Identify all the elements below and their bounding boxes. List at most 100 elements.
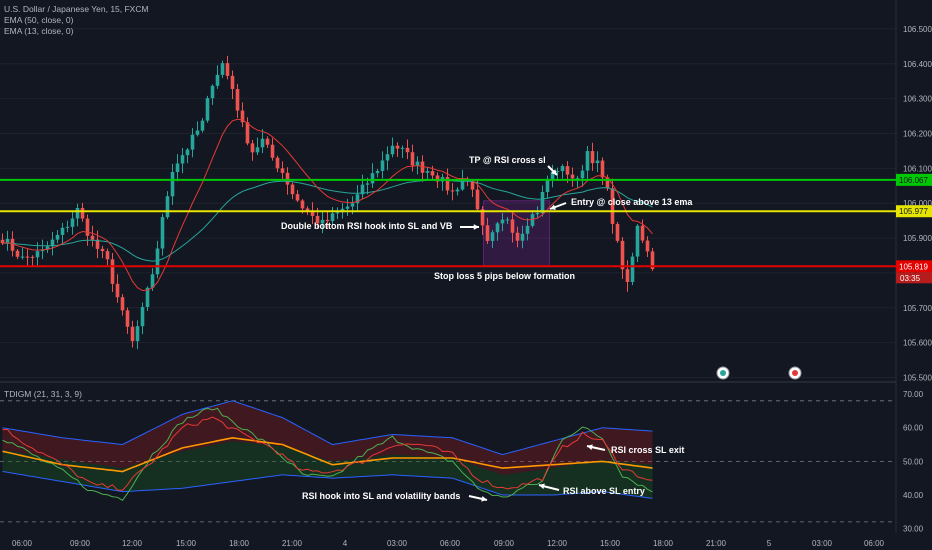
event-marker-dot bbox=[720, 370, 726, 376]
candle-body bbox=[455, 189, 460, 192]
ema50-legend: EMA (50, close, 0) bbox=[4, 15, 74, 25]
indicator-tick-label: 60.00 bbox=[903, 424, 924, 433]
candle-body bbox=[640, 225, 645, 241]
candle-body bbox=[600, 160, 605, 178]
candle-body bbox=[285, 172, 290, 185]
candle-body bbox=[50, 239, 55, 247]
signal-line bbox=[2, 436, 653, 473]
candle-body bbox=[345, 206, 350, 209]
candle-body bbox=[595, 160, 600, 164]
countdown-bg bbox=[896, 272, 932, 284]
price-tick-label: 105.500 bbox=[903, 374, 932, 383]
candle-body bbox=[430, 171, 435, 176]
candle-body bbox=[525, 225, 530, 234]
candle-body bbox=[400, 147, 405, 149]
candle-body bbox=[125, 310, 130, 327]
double-bottom-arrow-head bbox=[473, 224, 479, 230]
rsi-hook-annotation: RSI hook into SL and volatility bands bbox=[302, 491, 461, 501]
candle-body bbox=[230, 75, 235, 89]
candle-body bbox=[5, 238, 10, 244]
candle-body bbox=[480, 209, 485, 226]
price-tick-label: 105.600 bbox=[903, 339, 932, 348]
candle-body bbox=[540, 191, 545, 213]
candle-body bbox=[180, 155, 185, 164]
stop-loss-annotation: Stop loss 5 pips below formation bbox=[434, 271, 576, 281]
level-label: 106.067 bbox=[899, 176, 928, 185]
time-tick-label: 21:00 bbox=[282, 539, 303, 548]
candle-body bbox=[375, 170, 380, 174]
price-tick-label: 106.500 bbox=[903, 25, 932, 34]
candle-body bbox=[20, 256, 25, 258]
candle-body bbox=[265, 138, 270, 145]
candle-body bbox=[500, 219, 505, 224]
price-tick-label: 106.300 bbox=[903, 95, 932, 104]
candle-body bbox=[15, 250, 20, 257]
ema13-legend: EMA (13, close, 0) bbox=[4, 26, 74, 36]
candle-body bbox=[550, 171, 555, 179]
candle-body bbox=[120, 297, 125, 311]
candle-body bbox=[510, 219, 515, 233]
candle-body bbox=[485, 225, 490, 241]
time-tick-label: 4 bbox=[343, 539, 348, 548]
candle-body bbox=[190, 134, 195, 150]
candle-body bbox=[140, 306, 145, 327]
candle-body bbox=[30, 256, 35, 258]
candle-body bbox=[635, 225, 640, 257]
candle-body bbox=[290, 184, 295, 195]
candle-body bbox=[225, 63, 230, 76]
indicator-legend: TDIGM (21, 31, 3, 9) bbox=[4, 389, 82, 399]
candle-body bbox=[105, 251, 110, 260]
candle-body bbox=[260, 138, 265, 148]
level-label: 105.977 bbox=[899, 207, 928, 216]
candle-body bbox=[280, 168, 285, 173]
candle-body bbox=[75, 208, 80, 219]
candle-body bbox=[245, 122, 250, 144]
level-label-bg bbox=[896, 260, 932, 273]
candle-body bbox=[530, 214, 535, 226]
rsi-line bbox=[2, 416, 653, 491]
indicator-tick-label: 70.00 bbox=[903, 390, 924, 399]
candle-body bbox=[295, 194, 300, 201]
time-tick-label: 18:00 bbox=[653, 539, 674, 548]
candle-body bbox=[55, 234, 60, 240]
time-tick-label: 06:00 bbox=[440, 539, 461, 548]
candle-body bbox=[365, 183, 370, 185]
candle-body bbox=[220, 63, 225, 75]
candle-body bbox=[135, 326, 140, 342]
candle-body bbox=[155, 248, 160, 275]
candle-body bbox=[535, 212, 540, 215]
candle-body bbox=[395, 145, 400, 149]
candle-body bbox=[630, 256, 635, 282]
price-tick-label: 106.000 bbox=[903, 199, 932, 208]
candle-body bbox=[320, 219, 325, 224]
candle-body bbox=[0, 239, 5, 244]
candle-body bbox=[585, 151, 590, 171]
candle-body bbox=[95, 239, 100, 249]
rsi-hook-arrow-head bbox=[481, 496, 487, 502]
candle-body bbox=[410, 152, 415, 166]
candle-body bbox=[240, 110, 245, 123]
candle-body bbox=[65, 226, 70, 228]
candle-body bbox=[605, 177, 610, 189]
candle-body bbox=[415, 161, 420, 166]
price-tick-label: 106.200 bbox=[903, 129, 932, 138]
candle-body bbox=[130, 326, 135, 342]
candle-body bbox=[370, 173, 375, 184]
rsi-above-arrow-head bbox=[539, 483, 545, 490]
event-marker-dot bbox=[792, 370, 798, 376]
candle-body bbox=[160, 217, 165, 249]
ema13-line bbox=[2, 118, 653, 292]
candle-body bbox=[185, 149, 190, 156]
candle-body bbox=[560, 166, 565, 172]
candle-body bbox=[505, 219, 510, 221]
level-label-bg bbox=[896, 173, 932, 186]
candle-body bbox=[195, 130, 200, 135]
candle-body bbox=[80, 208, 85, 219]
candle-body bbox=[255, 147, 260, 153]
candle-body bbox=[305, 208, 310, 212]
candle-body bbox=[10, 238, 15, 251]
tp-arrow-head bbox=[551, 169, 557, 175]
candle-body bbox=[555, 171, 560, 173]
time-tick-label: 03:00 bbox=[387, 539, 408, 548]
